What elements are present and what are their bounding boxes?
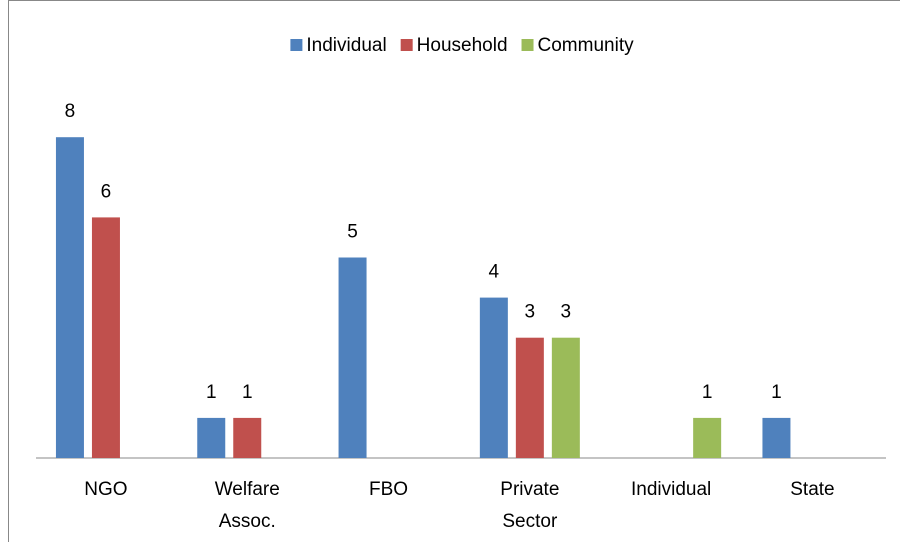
legend-label: Household xyxy=(417,35,508,56)
x-tick-label: Private Sector xyxy=(500,479,559,532)
legend-swatch xyxy=(521,39,534,51)
data-label: 1 xyxy=(702,382,713,403)
bar xyxy=(55,137,84,458)
bar xyxy=(197,417,226,458)
bar xyxy=(551,337,580,458)
data-label: 8 xyxy=(65,101,76,122)
x-tick-label: Welfare Assoc. xyxy=(215,479,280,532)
data-label: 1 xyxy=(206,382,217,403)
data-label: 4 xyxy=(489,262,500,283)
legend-swatch xyxy=(290,39,303,51)
bar xyxy=(479,297,508,458)
chart-frame xyxy=(8,0,900,542)
data-label: 1 xyxy=(771,382,782,403)
bar xyxy=(762,417,791,458)
x-tick-label: FBO xyxy=(369,479,408,500)
data-label: 1 xyxy=(242,382,253,403)
legend-label: Community xyxy=(538,35,635,56)
data-label: 5 xyxy=(347,222,358,243)
data-label: 3 xyxy=(525,302,536,323)
data-label: 3 xyxy=(561,302,572,323)
legend: Individual Household Community xyxy=(290,35,634,56)
data-label: 6 xyxy=(101,181,112,202)
bar xyxy=(91,217,120,458)
bar xyxy=(515,337,544,458)
legend-swatch xyxy=(400,39,413,51)
x-tick-label: State xyxy=(790,479,834,500)
bar xyxy=(233,417,262,458)
x-tick-label: Individual xyxy=(631,479,711,500)
bar xyxy=(693,417,722,458)
legend-label: Individual xyxy=(306,35,386,56)
x-tick-label: NGO xyxy=(84,479,127,500)
bar xyxy=(338,257,367,458)
